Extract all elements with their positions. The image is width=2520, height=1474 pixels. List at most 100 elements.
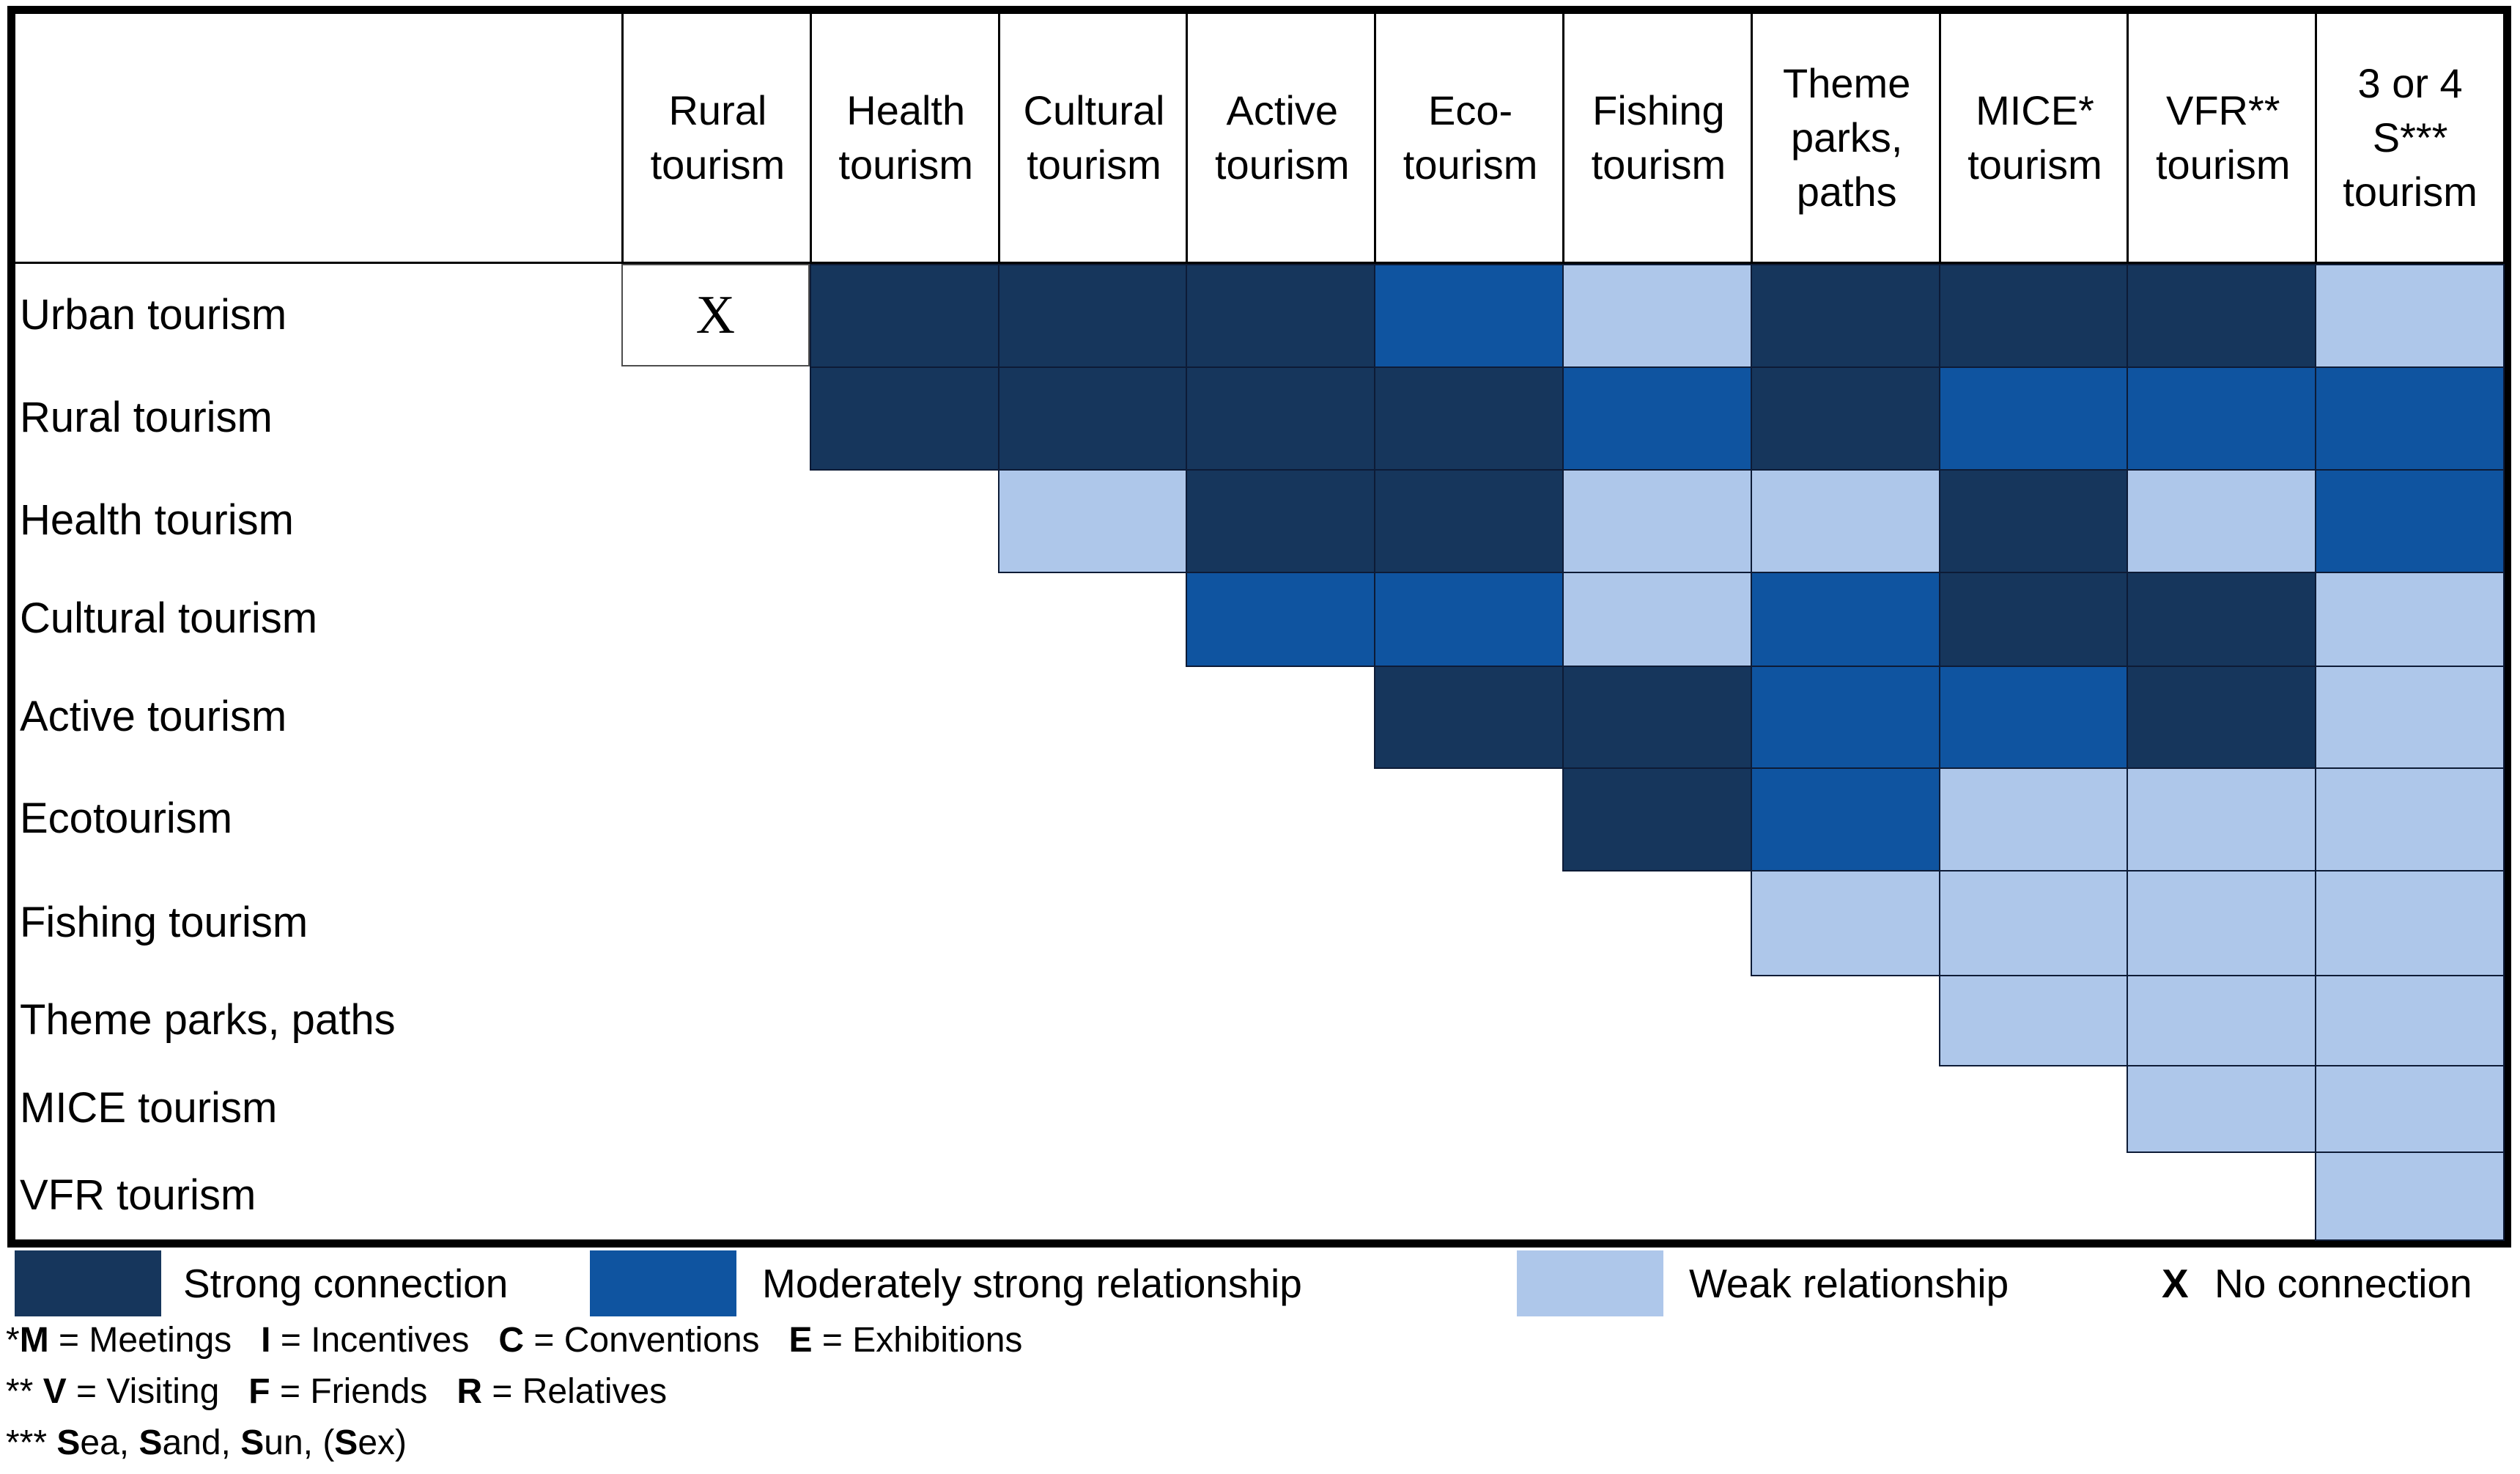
matrix-cell <box>1562 469 1752 573</box>
matrix-cell <box>1562 366 1752 471</box>
legend-label-text: Weak relationship <box>1689 1261 2009 1306</box>
matrix-cell <box>2127 767 2317 871</box>
row-label-text: MICE tourism <box>20 1084 278 1132</box>
footnote-text: and, <box>162 1423 241 1462</box>
footnote-bold-letter: M <box>19 1321 49 1360</box>
col-header-label: Health tourism <box>838 87 973 188</box>
row-label-text: Theme parks, paths <box>20 995 396 1044</box>
matrix-cell <box>1750 767 1940 871</box>
matrix-cell <box>1938 975 2129 1066</box>
footnote-bold-letter: R <box>457 1372 483 1411</box>
footnote-text: = Visiting <box>66 1372 249 1411</box>
matrix-cell <box>1186 572 1376 667</box>
matrix-cell <box>2127 366 2317 471</box>
footnote-text: ea, <box>80 1423 139 1462</box>
legend-swatch-moderate <box>590 1250 736 1316</box>
matrix-table-frame <box>7 6 2511 1248</box>
matrix-cell <box>1750 264 1940 368</box>
footnote-text: * <box>6 1321 20 1360</box>
matrix-cell <box>2127 1065 2317 1153</box>
matrix-cell <box>2127 572 2317 667</box>
row-label-fishing-tourism: Fishing tourism <box>15 870 621 975</box>
footnote-bold-letter: I <box>261 1321 271 1360</box>
matrix-cell <box>1562 264 1752 368</box>
col-header-label: Cultural tourism <box>1023 87 1165 188</box>
matrix-cell <box>2315 366 2505 471</box>
matrix-cell <box>2315 1065 2505 1153</box>
matrix-cell <box>1938 767 2129 871</box>
footnote-text: = Exhibitions <box>812 1321 1023 1360</box>
matrix-cell <box>2127 666 2317 769</box>
footnote-bold-letter: S <box>56 1423 81 1462</box>
col-header-label: Theme parks, paths <box>1783 60 1911 215</box>
row-label-health-tourism: Health tourism <box>15 469 621 572</box>
footnote-text: = Relatives <box>482 1372 668 1411</box>
footnote-text: = Conventions <box>524 1321 789 1360</box>
matrix-cell <box>2127 264 2317 368</box>
matrix-cell <box>809 264 999 368</box>
matrix-cell <box>2315 264 2505 368</box>
matrix-cell <box>2315 666 2505 769</box>
matrix-cell <box>1750 469 1940 573</box>
footnote-text: = Incentives <box>270 1321 499 1360</box>
footnote-text: ex) <box>358 1423 407 1462</box>
col-header-3-or-4-s-tourism: 3 or 4 S*** tourism <box>2315 14 2503 264</box>
col-header-eco-tourism: Eco-tourism <box>1374 14 1564 264</box>
footnote-text: = Meetings <box>48 1321 262 1360</box>
matrix-cell <box>1938 264 2129 368</box>
no-connection-symbol: X <box>695 284 736 345</box>
matrix-cell <box>2315 572 2505 667</box>
matrix-cell <box>1186 264 1376 368</box>
col-header-label: Eco-tourism <box>1403 87 1538 188</box>
legend-no-connection-symbol: X <box>2162 1250 2189 1316</box>
col-header-label: Fishing tourism <box>1591 87 1726 188</box>
footnote-bold-letter: F <box>248 1372 270 1411</box>
matrix-cell <box>2127 870 2317 976</box>
matrix-cell <box>2315 469 2505 573</box>
row-label-vfr-tourism: VFR tourism <box>15 1151 621 1239</box>
legend-label-weak: Weak relationship <box>1689 1250 2009 1316</box>
legend-label-moderate: Moderately strong relationship <box>762 1250 1302 1316</box>
matrix-cell <box>1938 366 2129 471</box>
matrix-cell <box>1374 666 1564 769</box>
legend-label-strong: Strong connection <box>183 1250 508 1316</box>
matrix-cell <box>2315 767 2505 871</box>
footnote-line-2: ** V = Visiting F = Friends R = Relative… <box>6 1371 2497 1413</box>
row-label-rural-tourism: Rural tourism <box>15 366 621 469</box>
legend-x-text: X <box>2162 1261 2189 1306</box>
matrix-cell <box>1938 870 2129 976</box>
legend-swatch-weak <box>1517 1250 1663 1316</box>
col-header-label: VFR** tourism <box>2155 87 2291 188</box>
footnote-bold-letter: V <box>43 1372 67 1411</box>
legend-label-text: Strong connection <box>183 1261 509 1306</box>
legend-label-text: No connection <box>2214 1261 2472 1306</box>
row-label-text: Fishing tourism <box>20 898 308 946</box>
footnote-bold-letter: C <box>498 1321 524 1360</box>
footnote-bold-letter: S <box>334 1423 358 1462</box>
row-label-text: Ecotourism <box>20 795 233 842</box>
header-divider-line <box>15 262 621 264</box>
footnote-text: = Friends <box>270 1372 457 1411</box>
matrix-cell <box>997 264 1188 368</box>
row-label-cultural-tourism: Cultural tourism <box>15 572 621 666</box>
row-label-text: Health tourism <box>20 496 294 544</box>
matrix-cell <box>2127 975 2317 1066</box>
matrix-cell <box>1938 469 2129 573</box>
footnote-bold-letter: E <box>788 1321 813 1360</box>
matrix-cell <box>1374 366 1564 471</box>
col-header-mice-tourism: MICE* tourism <box>1938 14 2129 264</box>
row-label-mice-tourism: MICE tourism <box>15 1065 621 1151</box>
row-label-text: VFR tourism <box>20 1171 256 1219</box>
matrix-cell <box>2127 469 2317 573</box>
row-label-urban-tourism: Urban tourism <box>15 264 621 366</box>
col-header-label: Rural tourism <box>650 87 786 188</box>
matrix-cell <box>1750 366 1940 471</box>
row-label-theme-parks-paths: Theme parks, paths <box>15 975 621 1065</box>
matrix-cell <box>997 366 1188 471</box>
matrix-cell <box>1938 666 2129 769</box>
col-header-fishing-tourism: Fishing tourism <box>1562 14 1753 264</box>
col-header-cultural-tourism: Cultural tourism <box>997 14 1189 264</box>
matrix-cell <box>1938 572 2129 667</box>
footnote-bold-letter: S <box>240 1423 265 1462</box>
footnote-line-1: *M = Meetings I = Incentives C = Convent… <box>6 1319 2497 1362</box>
